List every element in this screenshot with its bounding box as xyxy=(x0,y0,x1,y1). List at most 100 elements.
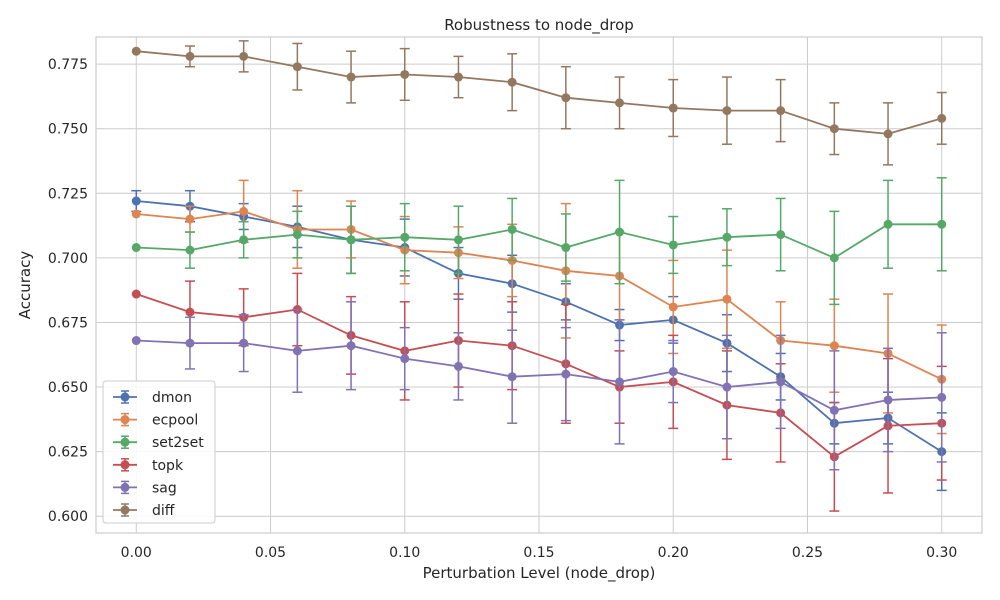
series-diff xyxy=(131,40,947,166)
series-line xyxy=(136,50,942,135)
data-point xyxy=(668,240,678,250)
y-tick-label: 0.750 xyxy=(48,122,88,138)
data-point xyxy=(722,106,732,116)
legend-marker xyxy=(120,460,130,470)
x-tick-label: 0.15 xyxy=(523,545,554,561)
data-point xyxy=(185,245,195,255)
legend-item-set2set: set2set xyxy=(113,435,204,451)
series-layer xyxy=(131,40,947,512)
series-line xyxy=(136,210,943,381)
data-point xyxy=(722,382,732,392)
tick-labels: 0.00 0.05 0.10 0.15 0.20 0.25 0.30 0.600 0.625 0.… xyxy=(48,57,957,561)
y-tick-label: 0.625 xyxy=(48,445,88,461)
x-tick-label: 0.30 xyxy=(926,545,957,561)
data-point xyxy=(776,106,786,116)
data-point xyxy=(829,253,839,263)
data-point xyxy=(883,129,893,139)
chart-title: Robustness to node_drop xyxy=(444,16,634,35)
legend-label: dmon xyxy=(152,390,192,406)
x-tick-label: 0.25 xyxy=(792,545,823,561)
data-point xyxy=(131,209,141,219)
data-point xyxy=(829,341,839,351)
y-axis-title: Accuracy xyxy=(16,251,34,320)
legend-item-topk: topk xyxy=(113,458,184,474)
legend-label: topk xyxy=(152,458,184,474)
data-point xyxy=(239,51,249,61)
data-point xyxy=(292,230,302,240)
data-point xyxy=(507,224,517,234)
series-line xyxy=(136,339,942,412)
data-point xyxy=(346,72,356,82)
legend-item-sag: sag xyxy=(113,480,177,496)
data-point xyxy=(185,51,195,61)
data-point xyxy=(131,243,141,253)
data-point xyxy=(239,206,249,216)
data-point xyxy=(292,62,302,72)
data-point xyxy=(937,392,947,402)
data-point xyxy=(776,377,786,387)
data-point xyxy=(453,361,463,371)
data-point xyxy=(400,354,410,364)
data-point xyxy=(937,113,947,123)
legend-label: set2set xyxy=(152,435,204,451)
legend-marker xyxy=(120,505,130,515)
series-line xyxy=(136,293,942,458)
legend-marker xyxy=(120,437,130,447)
data-point xyxy=(292,346,302,356)
data-point xyxy=(131,46,141,56)
y-tick-label: 0.725 xyxy=(48,186,88,202)
data-point xyxy=(346,341,356,351)
legend-label: ecpool xyxy=(152,413,198,429)
data-point xyxy=(131,289,141,299)
legend-item-ecpool: ecpool xyxy=(113,413,198,429)
legend-marker xyxy=(120,415,130,425)
data-point xyxy=(131,196,141,206)
legend-marker xyxy=(120,482,130,492)
data-point xyxy=(615,98,625,108)
data-point xyxy=(561,243,571,253)
data-point xyxy=(453,72,463,82)
data-point xyxy=(185,307,195,317)
legend-label: diff xyxy=(152,503,175,519)
plot-border xyxy=(95,36,983,534)
data-point xyxy=(883,395,893,405)
legend-item-dmon: dmon xyxy=(113,390,192,406)
data-point xyxy=(131,336,141,346)
data-point xyxy=(400,69,410,79)
y-tick-label: 0.775 xyxy=(48,57,88,73)
data-point xyxy=(937,219,947,229)
x-tick-label: 0.05 xyxy=(255,545,286,561)
data-point xyxy=(615,227,625,237)
series-line xyxy=(136,200,943,453)
legend: dmon ecpool set2set topk sag diff xyxy=(102,380,216,524)
series-sag xyxy=(131,301,947,471)
data-point xyxy=(239,235,249,245)
y-tick-label: 0.600 xyxy=(48,509,88,525)
data-point xyxy=(507,372,517,382)
data-point xyxy=(561,369,571,379)
data-point xyxy=(668,302,678,312)
data-point xyxy=(346,235,356,245)
legend-label: sag xyxy=(152,480,177,496)
data-point xyxy=(829,405,839,415)
data-point xyxy=(561,93,571,103)
x-tick-label: 0.20 xyxy=(658,545,689,561)
legend-item-diff: diff xyxy=(113,503,175,519)
data-point xyxy=(239,338,249,348)
data-point xyxy=(722,294,732,304)
x-tick-label: 0.10 xyxy=(389,545,420,561)
data-point xyxy=(400,232,410,242)
series-line xyxy=(136,223,942,259)
y-tick-label: 0.700 xyxy=(48,251,88,267)
data-point xyxy=(615,377,625,387)
data-point xyxy=(829,124,839,134)
data-point xyxy=(668,367,678,377)
data-point xyxy=(185,214,195,224)
data-point xyxy=(883,219,893,229)
data-point xyxy=(185,338,195,348)
data-point xyxy=(453,235,463,245)
data-point xyxy=(507,77,517,87)
x-tick-label: 0.00 xyxy=(121,545,152,561)
series-set2set xyxy=(131,177,947,306)
